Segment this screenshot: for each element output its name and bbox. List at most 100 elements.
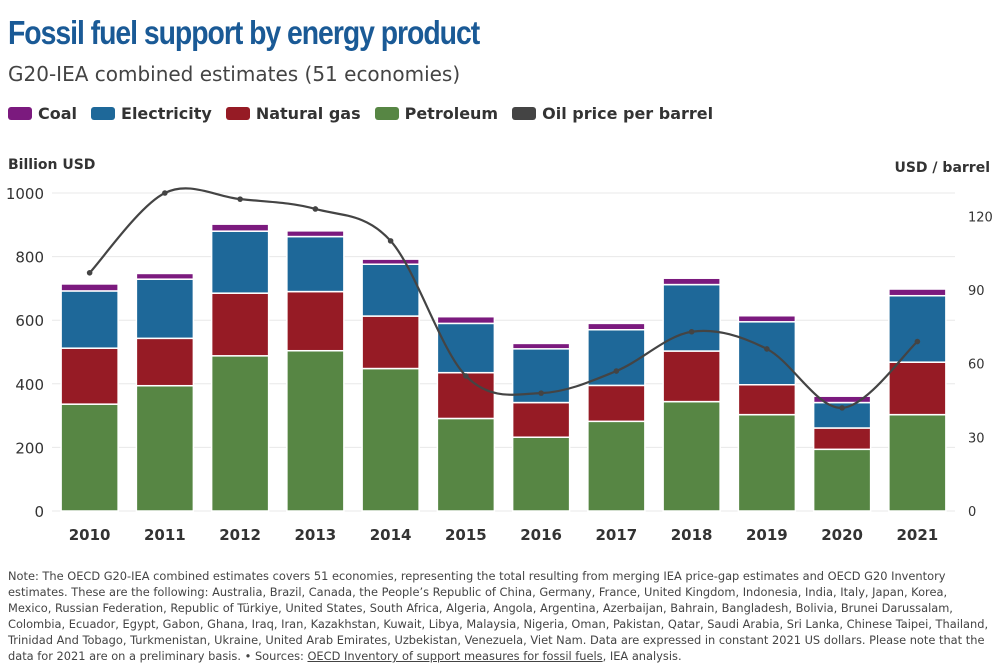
bar-coal	[812, 395, 872, 404]
bar-petroleum	[135, 384, 195, 512]
bar-electricity	[135, 278, 195, 340]
y-tick-label: 600	[15, 312, 44, 330]
y-tick-label: 0	[34, 503, 44, 521]
bar-electricity	[737, 321, 797, 386]
bar-petroleum	[812, 448, 872, 512]
x-tick-label: 2019	[746, 526, 788, 544]
legend-label: Oil price per barrel	[542, 104, 714, 123]
x-tick-label: 2018	[671, 526, 713, 544]
bar-natural-gas	[361, 315, 420, 370]
bar-natural-gas	[662, 350, 721, 403]
oil-price-line	[88, 187, 919, 409]
bar-petroleum	[511, 436, 571, 512]
oil-price-point	[538, 390, 544, 396]
bar-electricity	[210, 230, 270, 294]
bar-petroleum	[210, 355, 270, 512]
bar-coal	[888, 288, 947, 297]
x-tick-label: 2014	[370, 526, 412, 544]
y-axis-label-right: USD / barrel	[894, 160, 990, 176]
bar-coal	[436, 315, 496, 325]
legend-label: Natural gas	[255, 104, 361, 123]
bar-coal	[135, 272, 195, 280]
legend-coal: Coal	[8, 104, 77, 123]
oil-price-point	[162, 190, 168, 196]
bar-natural-gas	[60, 347, 119, 405]
legend-petroleum: Petroleum	[374, 104, 499, 123]
bar-petroleum	[888, 413, 947, 512]
oil-price-point	[86, 270, 93, 276]
bar-natural-gas	[511, 401, 571, 438]
oil-price-point	[312, 206, 319, 212]
y-tick-label: 800	[15, 249, 44, 267]
oil-price-point	[387, 238, 394, 244]
oil-price-point	[839, 405, 845, 411]
y2-tick-label: 0	[968, 505, 976, 520]
oil-price-point	[764, 346, 770, 352]
legend-label: Petroleum	[404, 104, 499, 123]
x-tick-label: 2020	[821, 526, 863, 544]
x-tick-label: 2015	[445, 526, 487, 544]
x-tick-label: 2013	[295, 526, 337, 544]
bar-electricity	[587, 328, 646, 387]
bar-natural-gas	[888, 361, 947, 416]
bar-electricity	[60, 290, 119, 349]
note-text: Note: The OECD G20-IEA combined estimate…	[8, 569, 989, 663]
x-tick-label: 2010	[69, 526, 111, 544]
bar-coal	[511, 342, 571, 350]
legend-natural-gas: Natural gas	[225, 104, 361, 123]
source-link[interactable]: OECD Inventory of support measures for f…	[307, 649, 603, 663]
oil-price-point	[688, 328, 695, 335]
bar-electricity	[286, 235, 345, 293]
y2-tick-label: 120	[968, 210, 993, 225]
bar-natural-gas	[286, 290, 345, 352]
legend: Coal Electricity Natural gas Petroleum O…	[8, 104, 713, 123]
legend-oil-price: Oil price per barrel	[512, 104, 713, 123]
legend-swatch	[512, 107, 537, 120]
y2-tick-label: 90	[968, 284, 985, 299]
y-tick-label: 200	[15, 439, 44, 457]
chart: 0 200 400 600 800 1000 0 30 60 90 120 2010 2011 2012 2…	[6, 185, 993, 544]
legend-swatch	[8, 107, 32, 120]
x-tick-label: 2021	[897, 526, 939, 544]
bar-petroleum	[587, 420, 646, 512]
chart-title: Fossil fuel support by energy product	[8, 14, 480, 51]
bar-natural-gas	[587, 384, 646, 423]
bar-petroleum	[436, 417, 496, 512]
oil-price-point	[463, 373, 469, 379]
bar-natural-gas	[135, 337, 195, 387]
legend-swatch	[225, 107, 250, 120]
bar-petroleum	[361, 367, 420, 512]
chart-subtitle: G20-IEA combined estimates (51 economies…	[8, 62, 461, 86]
bar-coal	[587, 322, 646, 331]
y-axis-label-left: Billion USD	[8, 157, 96, 173]
bar-coal	[662, 277, 721, 286]
oil-price-point	[613, 368, 620, 374]
bar-petroleum	[60, 403, 119, 512]
y-tick-label: 1000	[6, 185, 44, 203]
x-tick-label: 2011	[144, 526, 186, 544]
bar-natural-gas	[812, 427, 872, 451]
oil-price-point	[237, 196, 243, 202]
bar-coal	[286, 230, 345, 238]
bar-petroleum	[286, 349, 345, 512]
bar-petroleum	[737, 413, 797, 512]
bar-coal	[210, 223, 270, 232]
bar-petroleum	[662, 400, 721, 512]
legend-swatch	[91, 107, 116, 120]
oil-price-point	[914, 338, 921, 345]
bar-natural-gas	[436, 371, 496, 420]
bar-natural-gas	[210, 292, 270, 357]
legend-electricity: Electricity	[91, 104, 212, 123]
x-tick-label: 2017	[596, 526, 638, 544]
note-tail: , IEA analysis.	[602, 649, 682, 663]
bar-electricity	[662, 283, 721, 352]
y2-tick-label: 60	[968, 358, 985, 373]
legend-label: Coal	[38, 104, 78, 123]
bar-electricity	[888, 294, 947, 363]
bar-coal	[361, 258, 420, 265]
y-tick-label: 400	[15, 376, 44, 394]
bar-natural-gas	[737, 384, 797, 416]
legend-swatch	[374, 107, 399, 120]
bar-coal	[737, 314, 797, 323]
legend-label: Electricity	[121, 104, 212, 123]
